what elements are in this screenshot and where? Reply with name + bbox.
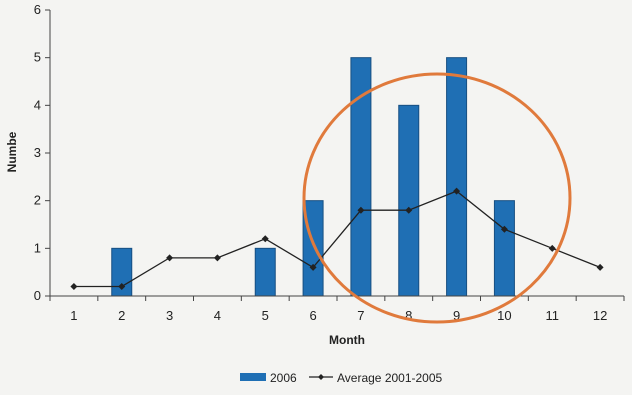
average-point — [213, 254, 221, 262]
average-point — [118, 282, 126, 290]
x-tick-label: 12 — [593, 308, 607, 323]
average-point — [500, 225, 508, 233]
legend-swatch-2006 — [240, 373, 266, 381]
x-tick-label: 6 — [309, 308, 316, 323]
average-line — [73, 190, 601, 288]
legend-label-average: Average 2001-2005 — [337, 371, 443, 385]
average-point — [261, 235, 269, 243]
average-point — [405, 206, 413, 214]
highlight-circle — [302, 72, 572, 324]
x-tick-label: 3 — [166, 308, 173, 323]
average-point — [548, 244, 556, 252]
y-tick-label: 5 — [34, 50, 41, 65]
legend: 2006 Average 2001-2005 — [240, 371, 443, 385]
x-tick-label: 9 — [453, 308, 460, 323]
bar-2006 — [446, 57, 468, 297]
y-axis-ticks: 0 1 2 3 4 5 6 — [34, 2, 50, 303]
y-tick-label: 4 — [34, 97, 41, 112]
y-tick-label: 6 — [34, 2, 41, 17]
x-tick-label: 8 — [405, 308, 412, 323]
x-tick-label: 5 — [262, 308, 269, 323]
x-tick-label: 4 — [214, 308, 221, 323]
legend-swatch-average-marker — [318, 374, 324, 380]
x-axis-title: Month — [329, 333, 365, 347]
x-tick-label: 7 — [357, 308, 364, 323]
x-tick-label: 2 — [118, 308, 125, 323]
y-axis-title: Numbe — [5, 131, 19, 172]
highlight-annotation — [302, 72, 572, 324]
y-tick-label: 2 — [34, 193, 41, 208]
bar-series-2006 — [111, 57, 515, 297]
bar-2006 — [493, 200, 515, 297]
y-tick-label: 3 — [34, 145, 41, 160]
x-axis-ticks: 1 2 3 4 5 6 7 8 9 10 11 12 — [49, 296, 625, 323]
average-point — [70, 282, 78, 290]
legend-label-2006: 2006 — [270, 371, 297, 385]
line-series-average — [70, 187, 604, 290]
average-point — [596, 263, 604, 271]
x-tick-label: 11 — [546, 308, 560, 323]
bar-2006 — [254, 247, 276, 297]
x-tick-label: 1 — [70, 308, 77, 323]
x-tick-label: 10 — [497, 308, 511, 323]
y-tick-label: 0 — [34, 288, 41, 303]
average-point — [453, 187, 461, 195]
y-tick-label: 1 — [34, 240, 41, 255]
average-point — [357, 206, 365, 214]
average-point — [309, 263, 317, 271]
average-point — [166, 254, 174, 262]
axes — [49, 10, 624, 297]
bar-2006 — [398, 104, 420, 297]
